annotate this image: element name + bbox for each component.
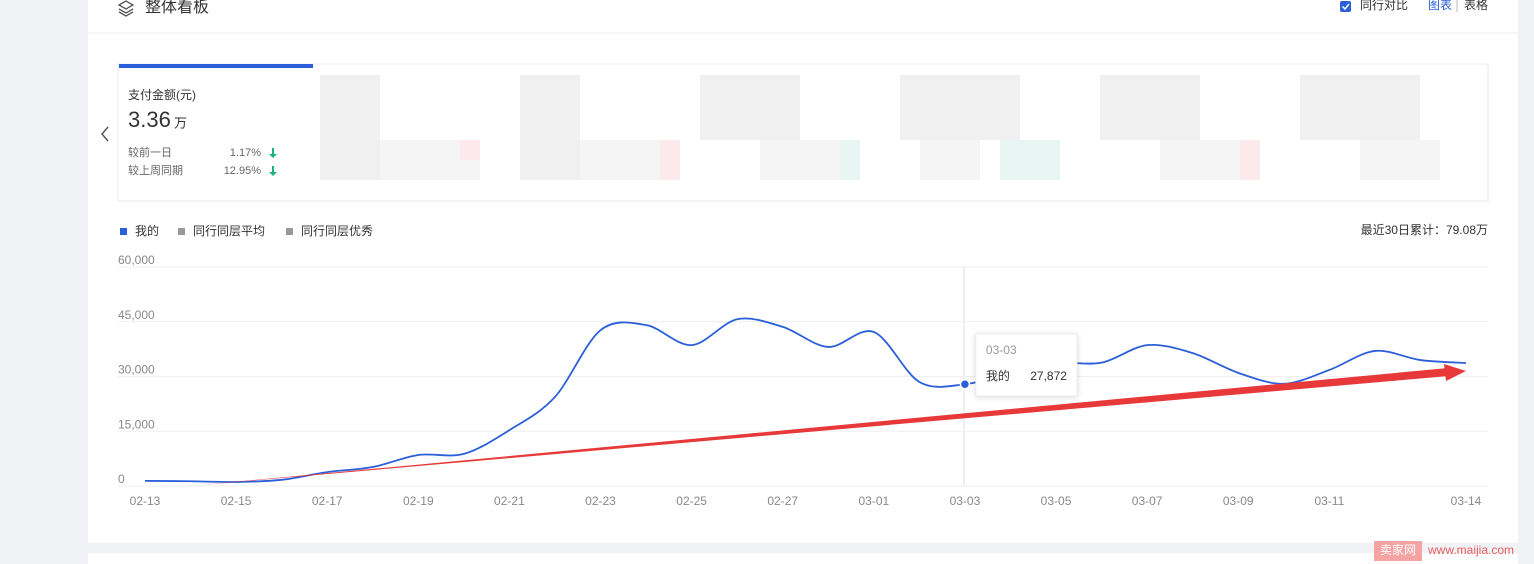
x-tick-label: 02-27 bbox=[767, 494, 798, 508]
watermark-url: www.maijia.com bbox=[1427, 543, 1514, 557]
x-tick-label: 02-13 bbox=[130, 494, 161, 508]
legend-swatch bbox=[286, 228, 293, 235]
x-tick-label: 02-15 bbox=[221, 494, 252, 508]
card-title: 支付金额(元) bbox=[128, 87, 196, 102]
card-value: 3.36 bbox=[128, 107, 171, 132]
x-tick-label: 03-05 bbox=[1041, 494, 1072, 508]
tooltip-value: 27,872 bbox=[1030, 369, 1067, 383]
x-tick-label: 03-01 bbox=[858, 494, 889, 508]
legend-label: 我的 bbox=[135, 223, 159, 238]
blurred-cards bbox=[320, 75, 1440, 180]
legend-label: 同行同层优秀 bbox=[301, 224, 373, 238]
y-tick-label: 15,000 bbox=[118, 417, 155, 431]
plot: 0 15,000 30,000 45,000 60,000 02-13 02-15 02-17… bbox=[118, 223, 1488, 508]
x-tick-label: 02-19 bbox=[403, 494, 434, 508]
x-tick-label: 03-03 bbox=[950, 494, 981, 508]
table-view[interactable]: 表格 bbox=[1464, 0, 1488, 12]
annotation-arrow bbox=[190, 364, 1466, 486]
check-mark bbox=[1341, 3, 1350, 11]
compare-label[interactable]: 同行对比 bbox=[1360, 0, 1408, 12]
panel-next bbox=[88, 553, 1518, 564]
checkbox[interactable] bbox=[1340, 1, 1351, 12]
tooltip-series: 我的 bbox=[986, 368, 1010, 383]
header-title: 整体看板 bbox=[145, 0, 209, 16]
x-tick-label: 02-23 bbox=[585, 494, 616, 508]
legend-swatch bbox=[178, 228, 185, 235]
down-icon bbox=[269, 166, 277, 176]
card-unit: 万 bbox=[174, 115, 187, 130]
hover-point bbox=[959, 379, 971, 390]
watermark-badge bbox=[1374, 541, 1422, 561]
week-label: 较上周同期 bbox=[128, 163, 183, 177]
x-tick-label: 02-17 bbox=[312, 494, 343, 508]
day-change: 1.17% bbox=[230, 147, 261, 159]
down-icon bbox=[269, 148, 277, 158]
chart-view[interactable]: 图表 bbox=[1428, 0, 1452, 12]
x-tick-label: 03-11 bbox=[1314, 494, 1344, 508]
tooltip-date: 03-03 bbox=[986, 343, 1017, 357]
layers-icon bbox=[117, 0, 135, 17]
cards-border bbox=[117, 63, 1489, 202]
y-tick-label: 45,000 bbox=[118, 308, 155, 322]
x-tick-label: 03-14 bbox=[1451, 494, 1482, 508]
summary: 最近30日累计：79.08万 bbox=[1361, 223, 1488, 237]
tooltip-box bbox=[975, 333, 1078, 397]
card-active-bar bbox=[119, 64, 313, 68]
y-tick-label: 0 bbox=[118, 472, 125, 486]
week-change: 12.95% bbox=[224, 165, 262, 177]
tooltip: 03-03 我的 27,872 bbox=[959, 333, 1078, 397]
prev-arrow[interactable] bbox=[101, 126, 109, 142]
legend-swatch bbox=[120, 228, 127, 235]
y-tick-label: 60,000 bbox=[118, 253, 155, 267]
day-label: 较前一日 bbox=[128, 145, 172, 159]
y-tick-label: 30,000 bbox=[118, 363, 155, 377]
watermark-brand: 卖家网 bbox=[1380, 542, 1416, 557]
x-tick-label: 03-07 bbox=[1132, 494, 1163, 508]
legend-label: 同行同层平均 bbox=[193, 224, 265, 238]
x-tick-label: 02-25 bbox=[676, 494, 707, 508]
x-tick-label: 03-09 bbox=[1223, 494, 1254, 508]
x-tick-label: 02-21 bbox=[494, 494, 525, 508]
series-line bbox=[144, 317, 1467, 483]
